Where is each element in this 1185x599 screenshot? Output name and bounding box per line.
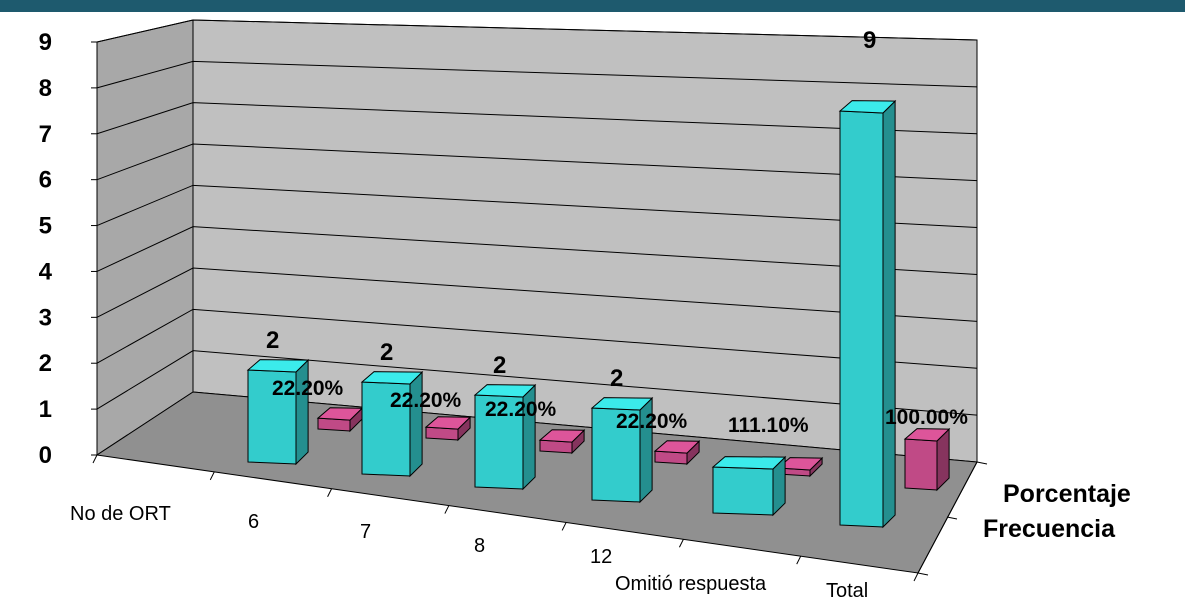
y-tick-label: 6 [39,167,52,194]
y-tick-label: 7 [39,121,52,148]
x-category-label: No de ORT [70,503,171,525]
data-label-porcentaje: 111.10% [728,414,809,437]
x-tick-mark [327,488,333,497]
x-category-label: 7 [360,521,371,543]
data-label-porcentaje: 100.00% [885,406,968,429]
x-category-label: 8 [474,535,485,557]
bar-frecuencia [590,396,654,504]
gridline [96,184,978,229]
bar-porcentaje [424,416,472,442]
gridline [96,226,978,275]
data-label-porcentaje: 22.20% [272,377,344,400]
data-label-frecuencia: 2 [380,339,393,366]
x-tick-mark [444,505,450,514]
data-label-frecuencia: 9 [863,27,876,54]
x-tick-mark [561,522,567,531]
legend-porcentaje: Porcentaje [1003,480,1131,508]
bar-frecuencia [711,455,787,517]
bar-porcentaje [776,456,824,478]
x-tick-mark [209,471,215,481]
x-category-label: 12 [590,546,612,568]
gridline [96,350,978,416]
data-label-frecuencia: 2 [610,365,623,392]
y-tick-label: 8 [39,75,52,102]
side-wall [96,19,194,456]
x-tick-mark [796,555,802,565]
data-label-frecuencia: 2 [266,327,279,354]
x-category-label: 6 [248,511,259,533]
gridline [96,143,978,182]
z-tick-mark [946,516,958,520]
bar-frecuencia [838,99,897,529]
bar-frecuencia [473,383,537,491]
z-axis-line [917,461,978,574]
y-tick-label: 2 [39,350,52,377]
x-category-label: Omitió respuesta [615,573,767,595]
data-label-frecuencia: 2 [493,352,506,379]
bar-frecuencia [360,370,424,478]
y-tick-label: 0 [39,442,52,469]
x-tick-mark [92,454,98,464]
x-tick-mark [913,572,919,582]
legend-frecuencia: Frecuencia [983,515,1116,543]
gridline [96,60,978,89]
z-tick-mark [976,461,988,465]
gridline [96,267,978,322]
bar-porcentaje [538,429,586,455]
y-tick-label: 4 [39,258,53,285]
bar-porcentaje [903,427,951,492]
data-label-porcentaje: 22.20% [390,389,462,412]
gridline [96,102,978,135]
data-label-porcentaje: 22.20% [485,398,557,421]
x-tick-mark [678,539,684,548]
y-tick-label: 1 [39,396,52,423]
x-category-label: Total [826,580,868,599]
z-tick-mark [917,572,929,576]
gridline [96,19,978,43]
gridline [96,308,978,369]
y-tick-label: 9 [39,29,52,56]
bar-porcentaje [653,440,701,466]
data-label-porcentaje: 22.20% [616,410,688,433]
y-tick-label: 5 [39,213,52,240]
bar-frecuencia [246,358,310,466]
title-band [0,0,1185,12]
y-tick-label: 3 [39,304,52,331]
